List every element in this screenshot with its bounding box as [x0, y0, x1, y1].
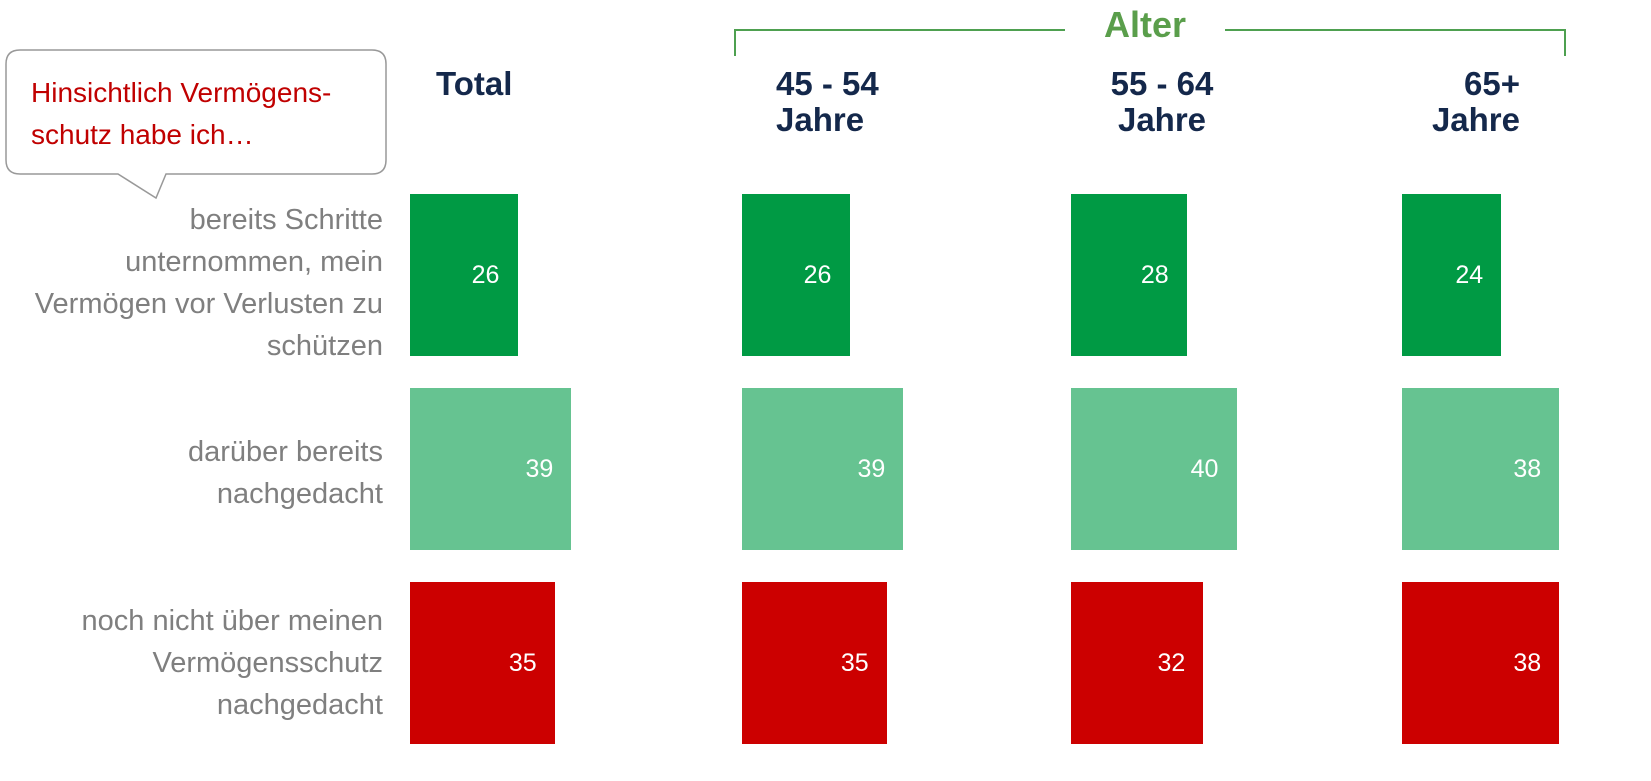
value-label: 38: [1513, 649, 1542, 677]
bar: [1402, 582, 1560, 744]
value-label: 39: [525, 455, 554, 483]
group-bracket: [734, 29, 1566, 56]
bar: [742, 582, 887, 744]
category-label: darüber bereits nachgedacht: [187, 436, 383, 510]
series-header: Total: [436, 65, 513, 102]
bar: [410, 194, 518, 356]
value-label: 35: [508, 649, 537, 677]
callout-text: Hinsichtlich Vermögens- schutz habe ich…: [31, 72, 331, 156]
bar: [742, 388, 904, 550]
bar: [742, 194, 850, 356]
bar: [1071, 582, 1204, 744]
callout-line: Hinsichtlich Vermögens-: [31, 77, 332, 108]
bar: [1402, 194, 1502, 356]
value-label: 32: [1157, 649, 1186, 677]
category-label: bereits Schritte unternommen, mein Vermö…: [34, 204, 383, 362]
value-label: 26: [803, 261, 832, 289]
series-header: 55 - 64 Jahre: [1110, 65, 1214, 138]
callout-line: schutz habe ich…: [31, 119, 254, 150]
value-label: 28: [1140, 261, 1169, 289]
value-label: 38: [1513, 455, 1542, 483]
bar: [1071, 194, 1187, 356]
value-label: 35: [840, 649, 869, 677]
bar: [410, 582, 555, 744]
category-label: noch nicht über meinen Vermögensschutz n…: [81, 605, 383, 721]
series-header: 65+ Jahre: [1431, 65, 1520, 138]
value-label: 26: [471, 261, 500, 289]
value-label: 39: [857, 455, 886, 483]
bar: [1071, 388, 1237, 550]
value-label: 24: [1455, 261, 1484, 289]
bar: [410, 388, 572, 550]
bar: [1402, 388, 1560, 550]
series-header: 45 - 54 Jahre: [776, 65, 879, 138]
group-label: Alter: [1103, 4, 1187, 45]
callout-bubble: [5, 49, 387, 200]
value-label: 40: [1190, 455, 1219, 483]
